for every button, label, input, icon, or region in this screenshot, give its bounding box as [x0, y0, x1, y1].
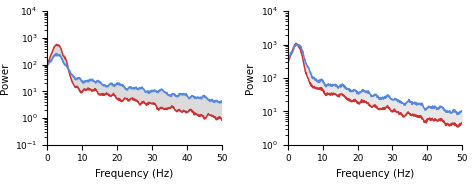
- X-axis label: Frequency (Hz): Frequency (Hz): [336, 169, 414, 179]
- X-axis label: Frequency (Hz): Frequency (Hz): [95, 169, 173, 179]
- Y-axis label: Power: Power: [246, 62, 255, 94]
- Y-axis label: Power: Power: [0, 62, 10, 94]
